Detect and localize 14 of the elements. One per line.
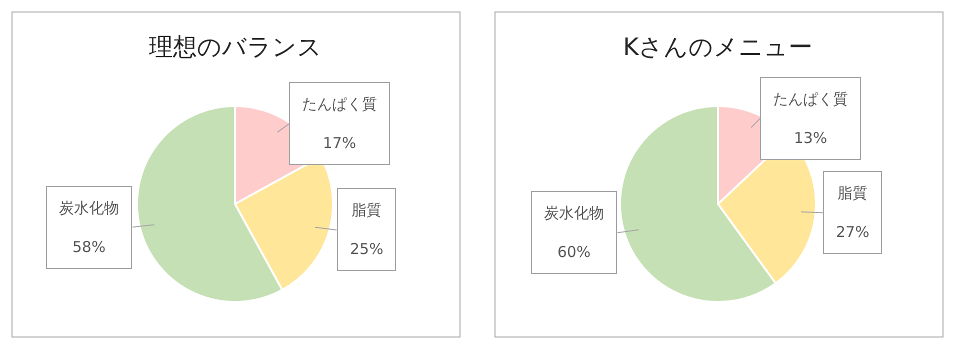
slice-label: 炭水化物 [59,199,119,217]
data-label: 27% [836,223,870,241]
slice-label: たんぱく質 [773,90,848,108]
slice-label: 脂質 [352,201,382,219]
data-label: 17% [322,134,356,152]
slice-label: 脂質 [838,184,868,202]
data-label: 13% [794,129,828,147]
data-label: 58% [72,238,106,256]
data-label: 25% [350,240,384,258]
chart-title: 理想のバランス [149,33,322,61]
chart-title: Kさんのメニュー [623,33,813,61]
slice-label: 炭水化物 [544,204,604,222]
data-label: 60% [557,243,591,261]
slice-label: たんぱく質 [302,95,377,113]
